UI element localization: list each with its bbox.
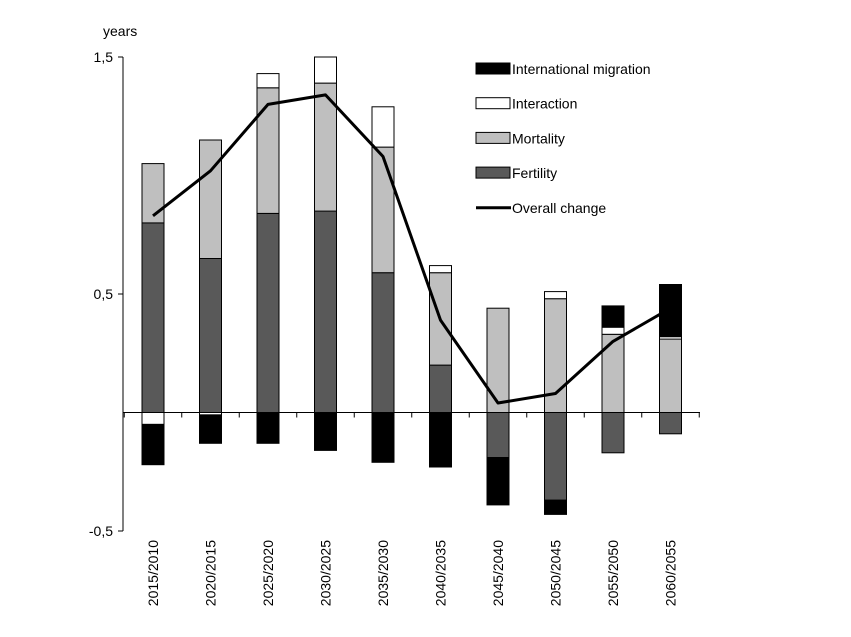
bar-fertility-2045-2040: [486, 412, 510, 458]
bar-international-migration-2035-2030: [371, 412, 395, 463]
bar-international-migration-2015-2010: [141, 423, 165, 466]
y-tick-label: 0,5: [94, 286, 114, 302]
bar-fertility-2030-2025: [314, 210, 337, 413]
legend-swatch-international-migration: [475, 62, 511, 75]
x-tick-label: 2045/2040: [490, 540, 506, 606]
legend-swatch-fertility: [475, 166, 511, 179]
bar-mortality-2055-2050: [601, 333, 625, 413]
bar-interaction-2030-2025: [314, 56, 337, 84]
bar-interaction-2055-2050: [601, 326, 625, 335]
x-tick-label: 2050/2045: [548, 540, 564, 606]
bar-fertility-2055-2050: [601, 412, 625, 454]
y-tick-label: 1,5: [94, 49, 114, 65]
bar-fertility-2050-2045: [544, 412, 567, 501]
bar-mortality-2035-2030: [371, 146, 395, 274]
x-tick-label: 2025/2020: [260, 540, 276, 606]
bar-international-migration-2045-2040: [486, 457, 510, 506]
bar-international-migration-2020-2015: [199, 414, 222, 444]
legend-label-fertility: Fertility: [512, 165, 557, 181]
bar-mortality-2020-2015: [199, 139, 222, 259]
legend: International migration Interaction Mortal…: [475, 61, 651, 216]
legend-swatch-interaction: [475, 97, 511, 110]
bar-mortality-2060-2055: [659, 338, 682, 413]
legend-label-international-migration: International migration: [512, 61, 651, 77]
bar-fertility-2060-2055: [659, 412, 682, 435]
bar-international-migration-2050-2045: [544, 499, 567, 515]
bar-international-migration-2060-2055: [659, 284, 682, 338]
x-tick-label: 2055/2050: [605, 540, 621, 606]
x-tick-label: 2040/2035: [433, 540, 449, 606]
bar-interaction-2025-2020: [256, 73, 280, 89]
bar-international-migration-2055-2050: [601, 305, 625, 328]
bar-fertility-2035-2030: [371, 272, 395, 414]
x-tick-label: 2020/2015: [203, 540, 219, 606]
y-axis-label: years: [103, 23, 137, 39]
legend-label-interaction: Interaction: [512, 96, 577, 112]
bar-international-migration-2040-2035: [429, 412, 452, 468]
x-tick-label: 2060/2055: [663, 540, 679, 606]
bar-interaction-2040-2035: [429, 265, 452, 274]
bar-mortality-2045-2040: [486, 307, 510, 414]
legend-label-overall-change: Overall change: [512, 200, 606, 216]
bar-fertility-2025-2020: [256, 212, 280, 413]
bar-interaction-2050-2045: [544, 291, 567, 300]
legend-label-mortality: Mortality: [512, 130, 565, 146]
line-overall-change: [152, 93, 672, 405]
legend-swatch-mortality: [475, 131, 511, 144]
x-tick-label: 2015/2010: [145, 540, 161, 606]
bar-fertility-2020-2015: [199, 258, 222, 413]
x-tick-label: 2035/2030: [375, 540, 391, 606]
bar-international-migration-2030-2025: [314, 412, 337, 451]
axes-layer: 1,5 0,5 -0,5 2015/2010 2020/2015 2025/2020 203…: [89, 49, 700, 606]
bar-fertility-2040-2035: [429, 364, 452, 414]
y-tick-label: -0,5: [89, 523, 113, 539]
x-tick-label: 2030/2025: [318, 540, 334, 606]
bars-layer: [141, 56, 682, 515]
bar-international-migration-2025-2020: [256, 412, 280, 444]
line-layer: [152, 93, 672, 405]
bar-interaction-2015-2010: [141, 412, 165, 425]
bar-mortality-2015-2010: [141, 163, 165, 224]
bar-fertility-2015-2010: [141, 222, 165, 413]
bar-interaction-2035-2030: [371, 106, 395, 148]
